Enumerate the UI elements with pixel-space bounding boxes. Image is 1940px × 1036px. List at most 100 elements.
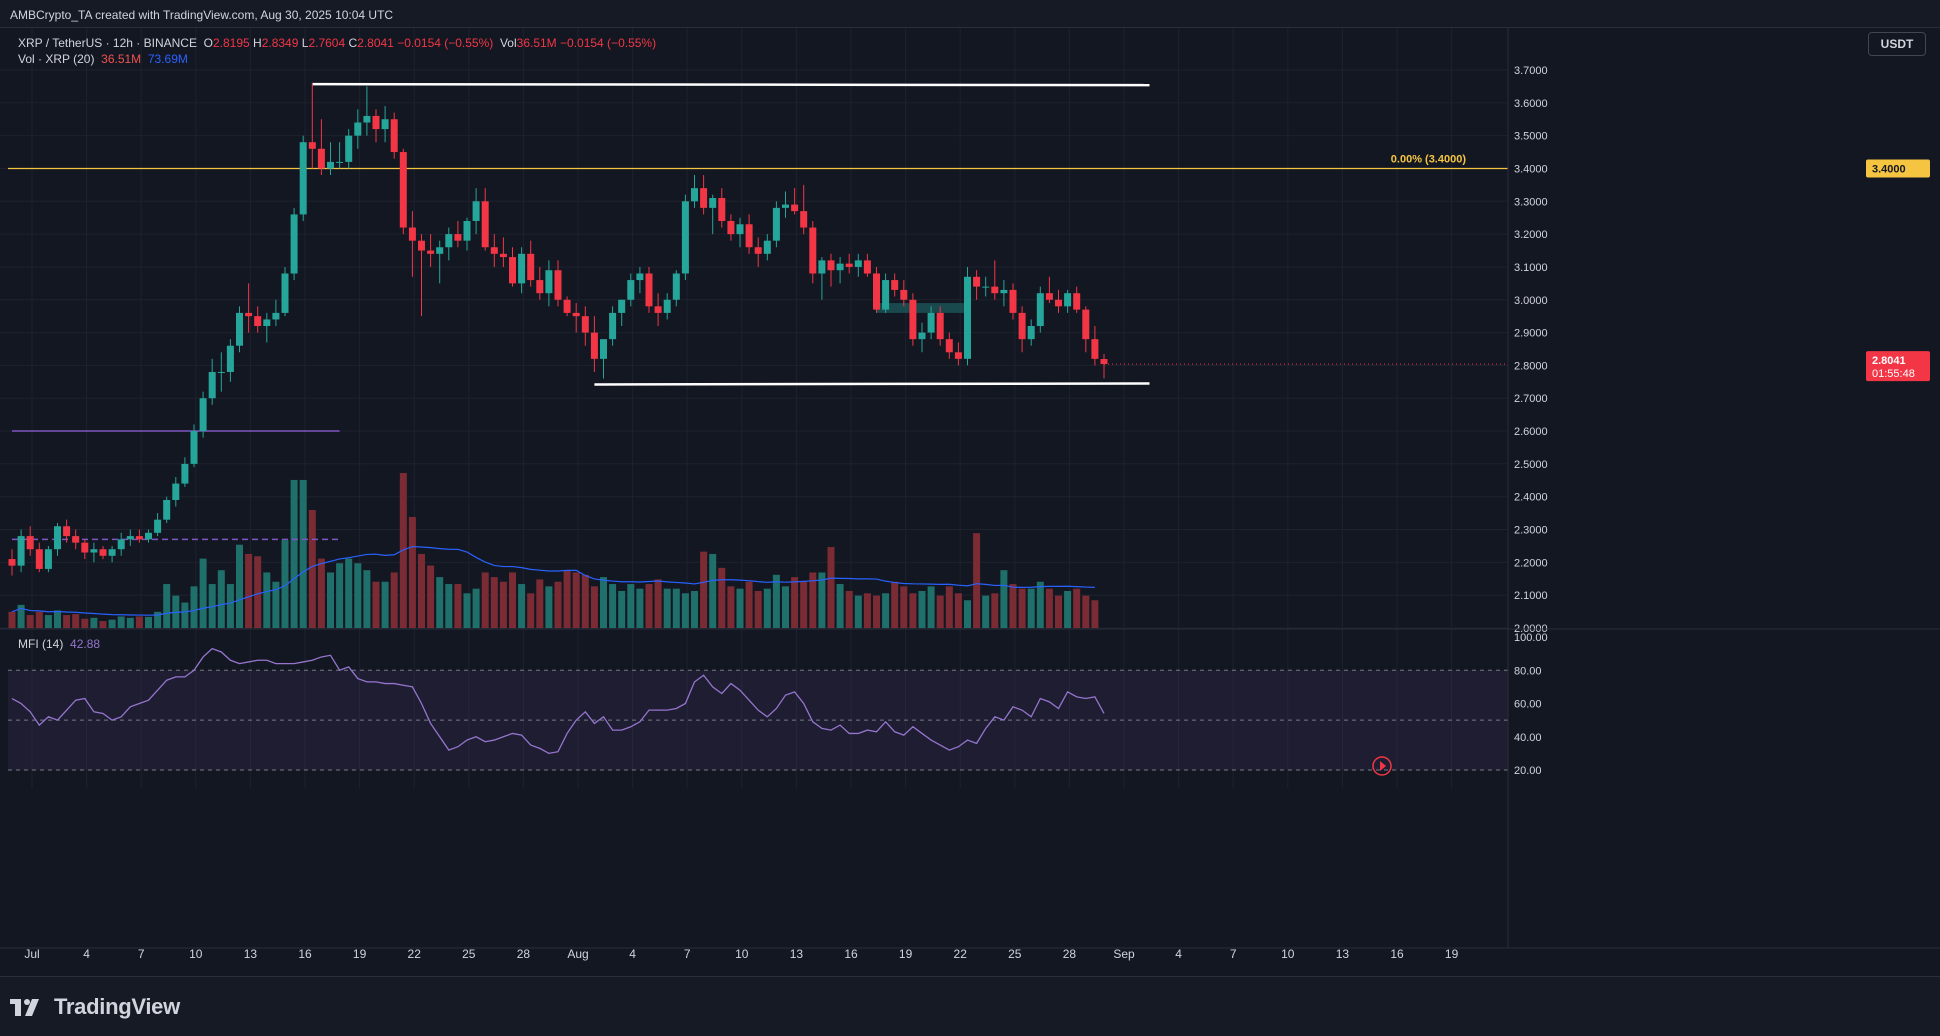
volume-bar <box>254 556 262 628</box>
volume-bar <box>663 588 671 628</box>
candle-body <box>1064 293 1072 307</box>
tradingview-logo[interactable]: TradingView <box>10 994 180 1020</box>
candle <box>554 260 562 307</box>
volume-bar <box>17 604 25 628</box>
mfi-tick-label: 40.00 <box>1514 732 1542 744</box>
price-tick-label: 2.3000 <box>1514 525 1548 537</box>
candle <box>336 142 344 169</box>
candle-body <box>81 542 89 553</box>
candle-body <box>299 142 307 215</box>
candle <box>854 253 862 277</box>
candle-body <box>882 280 890 310</box>
candle-body <box>226 345 234 372</box>
candle-body <box>991 286 999 294</box>
price-tick-label: 2.6000 <box>1514 426 1548 438</box>
legend-c-label: C <box>348 36 358 50</box>
candle-body <box>254 316 262 327</box>
candle-body <box>427 250 435 254</box>
volume-bar <box>927 586 935 628</box>
candle <box>17 529 25 573</box>
candle-body <box>645 273 653 307</box>
candle <box>345 129 353 169</box>
candle-body <box>590 332 598 359</box>
candle-body <box>108 549 116 556</box>
candle-body <box>891 280 899 290</box>
candle-body <box>17 536 25 566</box>
volume-bar <box>199 558 207 628</box>
legend-vol-line-label: Vol · XRP (20) <box>18 52 95 66</box>
candle <box>1100 353 1108 379</box>
candle-body <box>909 299 917 340</box>
time-tick-label: 28 <box>1063 947 1077 961</box>
candle-body <box>918 332 926 340</box>
candle-body <box>436 247 444 254</box>
time-tick-label: 7 <box>138 947 145 961</box>
candle <box>1055 289 1062 313</box>
volume-bar <box>945 586 953 628</box>
volume-bar <box>809 572 817 628</box>
candle-body <box>718 198 726 221</box>
volume-bar <box>873 595 880 628</box>
volume-bar <box>208 584 216 628</box>
volume-bar <box>154 611 162 628</box>
volume-bar <box>445 584 453 628</box>
volume-bar <box>463 593 471 628</box>
volume-bar <box>308 510 316 628</box>
volume-bar <box>336 563 344 628</box>
volume-bar <box>691 590 698 628</box>
volume-bar <box>381 581 389 628</box>
volume-bar <box>117 616 125 628</box>
candle-body <box>954 352 962 359</box>
volume-bar <box>44 615 52 628</box>
candle-body <box>481 201 489 248</box>
price-chart[interactable]: 0.00% (3.4000) 3.70003.60003.50003.40003… <box>0 28 1940 976</box>
price-tick-label: 3.7000 <box>1514 65 1548 77</box>
price-tick-label: 3.1000 <box>1514 262 1548 274</box>
candle <box>927 306 935 340</box>
volume-bar <box>345 558 353 628</box>
volume-bar <box>609 584 617 628</box>
price-tick-label: 3.5000 <box>1514 131 1548 143</box>
candle-body <box>44 549 52 569</box>
candle-body <box>8 559 16 566</box>
time-tick-label: 25 <box>1008 947 1022 961</box>
candle <box>63 519 71 543</box>
axes: 3.7000 3.6000 3.5000 3.4000 3.3000 3.2000 3.10… <box>0 28 1940 961</box>
volume-bar <box>236 544 243 628</box>
volume-bar <box>854 595 862 628</box>
volume-bar <box>727 586 735 628</box>
candle-body <box>782 204 789 208</box>
legend-vol-line-v1: 36.51M <box>101 52 142 66</box>
volume-bar <box>1018 588 1026 628</box>
candle-body <box>964 276 971 359</box>
candle <box>390 112 398 159</box>
candle-body <box>499 253 507 258</box>
volume-bar <box>436 577 444 628</box>
legend-mfi-label: MFI (14) <box>18 637 64 651</box>
time-tick-label: 25 <box>462 947 476 961</box>
volume-bar <box>1091 600 1099 628</box>
candle-body <box>982 286 990 288</box>
volume-bar <box>845 590 853 628</box>
volume-bar <box>900 586 908 628</box>
mfi-pane <box>8 647 1508 771</box>
drawings: 0.00% (3.4000) <box>8 82 1508 541</box>
candle-body <box>1036 293 1044 327</box>
currency-button[interactable]: USDT <box>1868 32 1926 56</box>
candle-body <box>99 549 107 556</box>
candle <box>672 270 680 307</box>
time-tick-label: 4 <box>83 947 90 961</box>
candle-body <box>208 371 216 399</box>
volume-bar <box>81 618 89 628</box>
legend-l-label: L <box>301 36 309 50</box>
candle <box>281 266 289 317</box>
volume-bar <box>490 577 498 628</box>
candle-body <box>1009 289 1017 313</box>
volume-bar <box>772 574 780 628</box>
candle <box>545 260 553 307</box>
candle-body <box>454 234 462 241</box>
candle-body <box>381 119 389 130</box>
volume-bar <box>763 588 771 628</box>
price-tick-label: 2.5000 <box>1514 459 1548 471</box>
candle <box>782 191 789 218</box>
